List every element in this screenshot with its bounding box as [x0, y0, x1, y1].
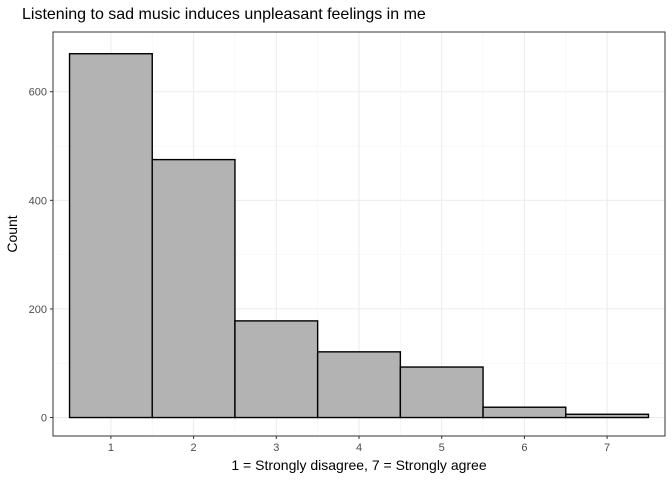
y-axis-title: Count: [4, 215, 20, 252]
y-tick-label: 200: [29, 304, 47, 316]
x-axis-title: 1 = Strongly disagree, 7 = Strongly agre…: [231, 457, 486, 473]
bar-6: [482, 406, 567, 419]
bars: [68, 53, 650, 419]
y-tick-label: 600: [29, 87, 47, 99]
y-tick-label: 400: [29, 195, 47, 207]
x-tick-label: 3: [273, 442, 279, 454]
bar-4: [316, 351, 402, 419]
x-axis: 1 2 3 4 5 6 7: [108, 436, 610, 454]
x-tick-label: 7: [604, 442, 610, 454]
bar-5: [399, 366, 484, 419]
bar-2: [151, 158, 236, 419]
x-tick-label: 1: [108, 442, 114, 454]
x-tick-label: 2: [191, 442, 197, 454]
chart-title: Listening to sad music induces unpleasan…: [22, 6, 426, 23]
bar-1: [68, 53, 153, 419]
bar-7: [565, 413, 650, 419]
x-tick-label: 5: [439, 442, 445, 454]
y-tick-label: 0: [41, 413, 47, 425]
x-tick-label: 4: [356, 442, 362, 454]
y-axis: 0 200 400 600: [29, 87, 53, 425]
bar-3: [234, 320, 319, 419]
x-tick-label: 6: [521, 442, 527, 454]
